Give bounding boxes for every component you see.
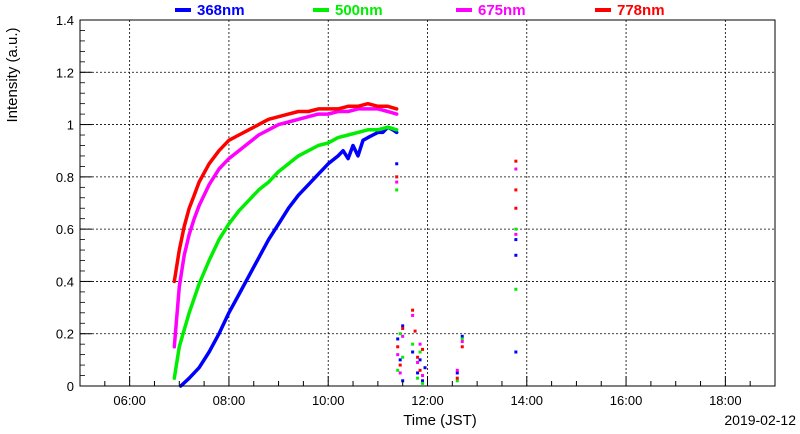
- data-point: [455, 379, 459, 383]
- data-point: [396, 368, 400, 372]
- y-tick-label: 1.4: [56, 13, 74, 28]
- data-point: [398, 358, 402, 362]
- data-point: [514, 206, 518, 210]
- data-point: [514, 159, 518, 163]
- data-point: [418, 342, 422, 346]
- data-point: [514, 227, 518, 231]
- date-label: 2019-02-12: [724, 412, 796, 428]
- data-point: [460, 340, 464, 344]
- data-point: [514, 253, 518, 257]
- legend-item: 778nm: [595, 2, 665, 19]
- data-point: [416, 376, 420, 380]
- data-point: [423, 366, 427, 370]
- data-point: [514, 188, 518, 192]
- data-point: [413, 329, 417, 333]
- data-point: [395, 162, 399, 166]
- x-tick-label: 14:00: [511, 393, 544, 408]
- legend-label: 675nm: [478, 2, 526, 19]
- x-tick-label: 12:00: [411, 393, 444, 408]
- series-layer: [172, 101, 518, 388]
- series-line: [172, 125, 399, 380]
- y-tick-label: 1: [67, 118, 74, 133]
- data-point: [514, 232, 518, 236]
- y-tick-label: 0: [67, 379, 74, 394]
- data-point: [401, 334, 405, 338]
- legend-label: 368nm: [197, 2, 245, 19]
- data-point: [416, 371, 420, 375]
- data-point: [401, 324, 405, 328]
- data-point: [398, 371, 402, 375]
- data-point: [514, 350, 518, 354]
- y-tick-label: 0.6: [56, 222, 74, 237]
- x-tick-label: 16:00: [610, 393, 643, 408]
- data-point: [396, 353, 400, 357]
- data-point: [421, 379, 425, 383]
- data-point: [514, 167, 518, 171]
- legend-item: 368nm: [175, 2, 245, 19]
- data-point: [396, 345, 400, 349]
- legend-item: 675nm: [456, 2, 526, 19]
- x-tick-label: 18:00: [709, 393, 742, 408]
- data-point: [514, 287, 518, 291]
- series-line: [179, 125, 399, 388]
- x-axis-title: Time (JST): [403, 412, 477, 429]
- data-point: [398, 332, 402, 336]
- x-tick-label: 06:00: [113, 393, 146, 408]
- data-point: [421, 381, 425, 385]
- series-368nm: [179, 125, 518, 388]
- data-point: [396, 337, 400, 341]
- data-point: [395, 180, 399, 184]
- data-point: [395, 175, 399, 179]
- data-point: [401, 379, 405, 383]
- data-point: [401, 355, 405, 359]
- series-778nm: [172, 101, 518, 380]
- series-line: [172, 107, 399, 349]
- data-point: [411, 350, 415, 354]
- data-point: [455, 371, 459, 375]
- ticks: [79, 19, 776, 387]
- series-line: [172, 101, 399, 284]
- data-point: [421, 347, 425, 351]
- data-point: [395, 188, 399, 192]
- data-point: [416, 360, 420, 364]
- data-point: [418, 350, 422, 354]
- series-500nm: [172, 125, 518, 385]
- grid: [80, 19, 775, 387]
- legend-label: 500nm: [335, 2, 383, 19]
- data-point: [460, 334, 464, 338]
- data-point: [401, 326, 405, 330]
- data-point: [455, 368, 459, 372]
- y-tick-label: 0.2: [56, 327, 74, 342]
- y-tick-label: 0.8: [56, 170, 74, 185]
- data-point: [411, 313, 415, 317]
- y-tick-label: 1.2: [56, 65, 74, 80]
- data-point: [411, 308, 415, 312]
- data-point: [460, 337, 464, 341]
- data-point: [416, 355, 420, 359]
- data-point: [418, 358, 422, 362]
- legend-item: 500nm: [313, 2, 383, 19]
- data-point: [411, 342, 415, 346]
- data-point: [514, 238, 518, 242]
- x-tick-label: 08:00: [213, 393, 246, 408]
- data-point: [418, 368, 422, 372]
- series-675nm: [172, 107, 518, 378]
- data-point: [421, 374, 425, 378]
- data-point: [455, 376, 459, 380]
- legend-label: 778nm: [617, 2, 665, 19]
- tick-labels: 06:00 08:00 10:00 12:00 14:00 16:00 18:00 0 0.2 0…: [56, 13, 742, 408]
- legend: 368nm 500nm 675nm 778nm: [175, 2, 665, 19]
- data-point: [460, 345, 464, 349]
- y-tick-label: 0.4: [56, 274, 74, 289]
- y-axis-title: Intensity (a.u.): [4, 27, 21, 122]
- x-tick-label: 10:00: [312, 393, 345, 408]
- data-point: [398, 363, 402, 367]
